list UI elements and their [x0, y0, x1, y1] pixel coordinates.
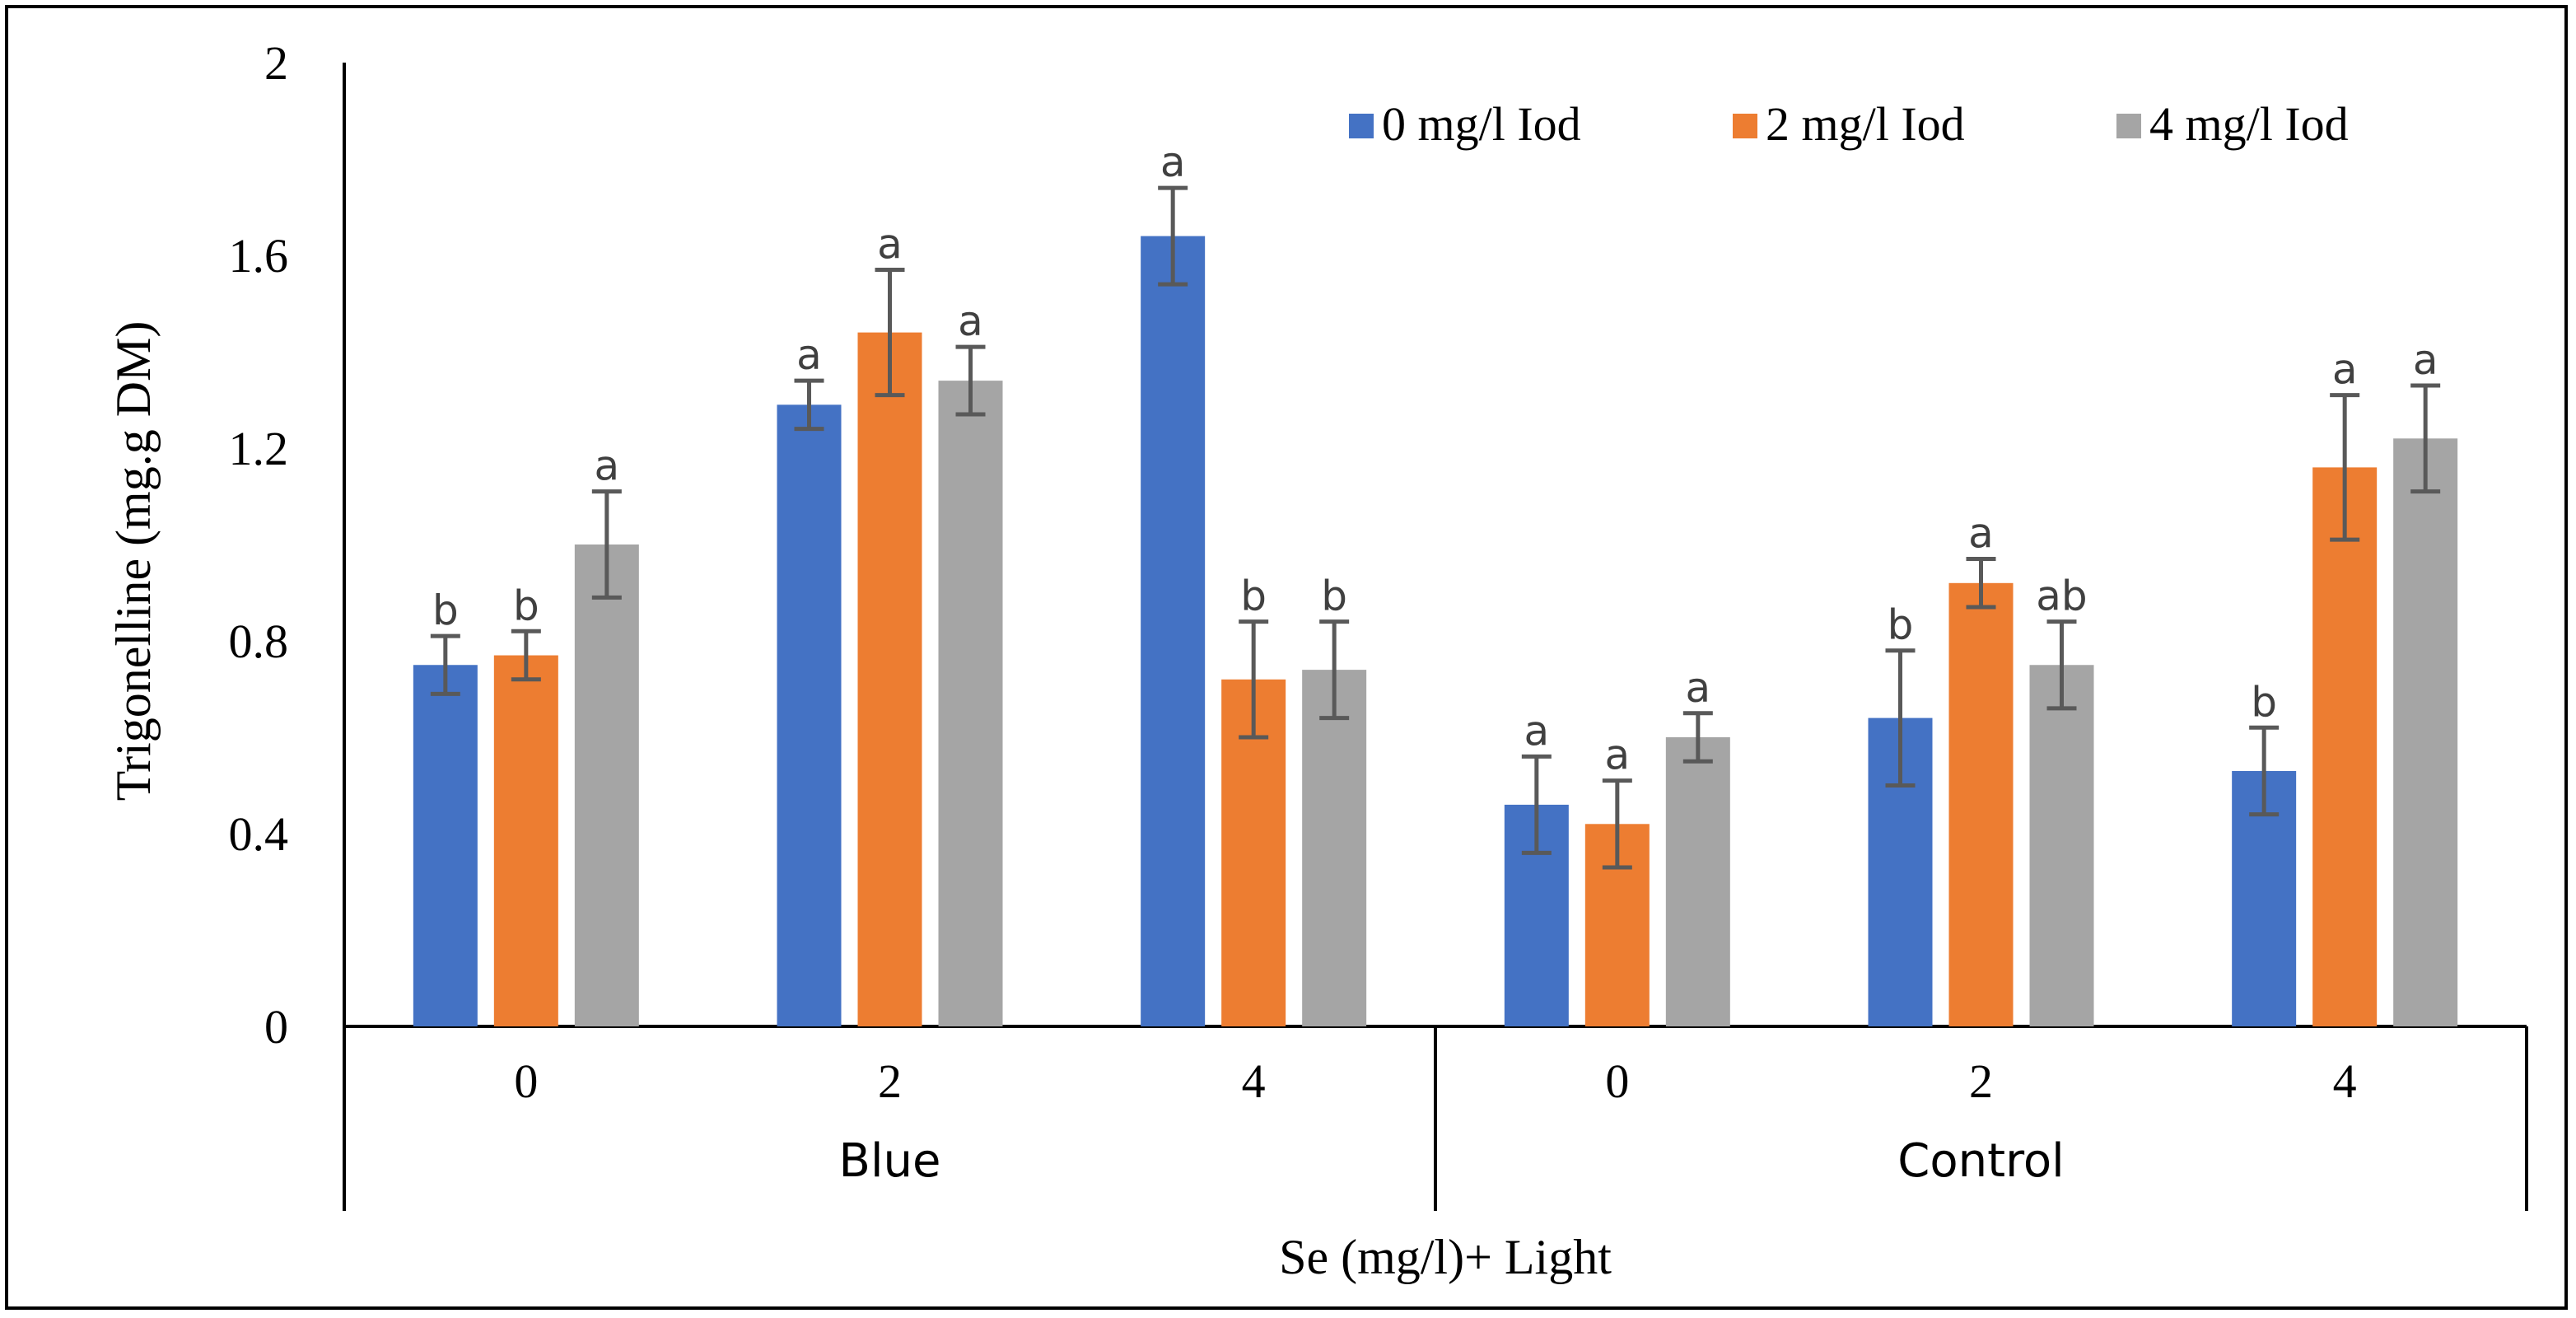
group-label: Blue: [839, 1134, 941, 1188]
significance-letter: a: [877, 221, 903, 269]
x-tick-labels: 0 2 4 0 2 4: [514, 1054, 2356, 1108]
significance-letter: a: [2413, 336, 2438, 384]
bars: [413, 236, 2458, 1027]
x-axis-label: Se (mg/l)+ Light: [1279, 1230, 1612, 1284]
legend-swatch: [2116, 114, 2141, 138]
x-tick-label: 2: [1969, 1054, 1993, 1108]
bar: [857, 332, 922, 1027]
x-tick-label: 2: [878, 1054, 902, 1108]
x-tick-label: 0: [514, 1054, 538, 1108]
x-tick-label: 0: [1605, 1054, 1629, 1108]
x-tick-label: 4: [2333, 1054, 2357, 1108]
axes: [343, 63, 2528, 1211]
significance-letter: b: [1321, 573, 1347, 620]
bar: [1141, 236, 1206, 1027]
legend-swatch: [1349, 114, 1374, 138]
significance-letter: a: [958, 297, 983, 345]
y-tick-label: 1.2: [229, 422, 289, 475]
bar: [938, 381, 1003, 1027]
y-tick-label: 0.8: [229, 615, 289, 668]
significance-letter: a: [1524, 707, 1550, 755]
legend-label: 0 mg/l Iod: [1382, 97, 1581, 151]
significance-letter: b: [1888, 601, 1914, 649]
bar: [574, 544, 639, 1026]
significance-letter: b: [432, 587, 459, 634]
significance-letter: a: [1605, 731, 1631, 779]
y-axis-label: Trigonelline (mg.g DM): [106, 321, 161, 802]
y-tick-label: 0: [264, 1000, 288, 1054]
significance-letter: a: [595, 442, 620, 490]
significance-letter: b: [513, 582, 539, 629]
legend: 0 mg/l Iod 2 mg/l Iod 4 mg/l Iod: [1349, 97, 2349, 151]
bar: [2393, 438, 2458, 1026]
significance-letter: a: [2332, 346, 2358, 394]
significance-letter: a: [1686, 664, 1711, 712]
group-labels: Blue Control: [839, 1134, 2065, 1188]
bar: [1302, 670, 1367, 1026]
bar: [413, 665, 478, 1026]
x-tick-label: 4: [1242, 1054, 1266, 1108]
significance-letter: a: [796, 331, 822, 379]
y-tick-label: 0.4: [229, 807, 289, 861]
significance-letter: ab: [2036, 573, 2087, 620]
bar: [493, 655, 558, 1026]
bar: [1665, 737, 1730, 1026]
significance-letter: b: [2251, 678, 2277, 726]
y-tick-label: 2: [264, 36, 288, 90]
significance-letter: a: [1968, 510, 1994, 558]
bar: [2029, 665, 2094, 1026]
bar: [777, 404, 842, 1027]
error-bars: [430, 185, 2441, 870]
bar: [2312, 467, 2378, 1026]
group-label: Control: [1897, 1134, 2064, 1188]
legend-label: 2 mg/l Iod: [1766, 97, 1965, 151]
legend-swatch: [1733, 114, 1757, 138]
y-tick-labels: 0 0.4 0.8 1.2 1.6 2: [229, 36, 289, 1054]
y-tick-label: 1.6: [229, 229, 289, 283]
significance-letter: b: [1240, 573, 1267, 620]
bar: [1948, 582, 2014, 1026]
significance-letter: a: [1160, 138, 1186, 186]
legend-label: 4 mg/l Iod: [2149, 97, 2349, 151]
